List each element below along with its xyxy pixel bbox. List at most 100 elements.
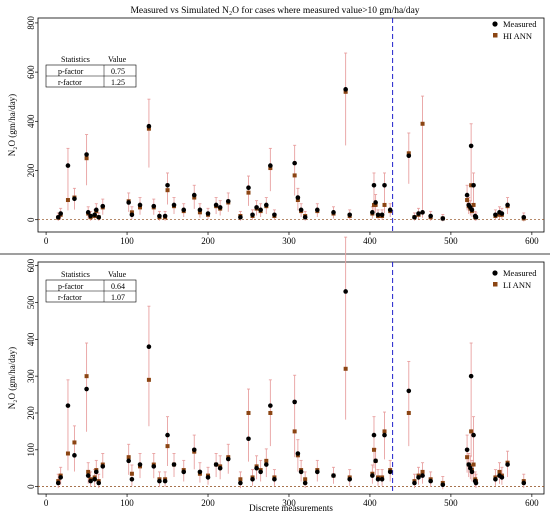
bottom-measured-point (84, 386, 89, 392)
top-simulated-point (373, 202, 378, 207)
bottom-measured-point (406, 388, 412, 394)
bottom-y-tick-label: 500 (26, 295, 36, 309)
bottom-simulated-point (471, 462, 476, 467)
top-measured-point (298, 207, 304, 213)
bottom-measured-point (72, 453, 77, 458)
bottom-measured-point (440, 482, 446, 488)
top-measured-point (370, 210, 375, 215)
top-measured-point (343, 87, 348, 92)
bottom-measured-point (471, 432, 476, 438)
bottom-simulated-point (343, 366, 348, 371)
bottom-measured-point (65, 403, 71, 408)
bottom-simulated-point (72, 440, 77, 445)
top-simulated-point (497, 212, 502, 217)
top-measured-point (499, 211, 505, 216)
bottom-x-tick-label: 100 (120, 498, 134, 508)
bottom-measured-point (246, 436, 251, 442)
top-measured-point (96, 214, 102, 220)
bottom-x-tick-label: 500 (444, 498, 458, 508)
bottom-measured-point (292, 399, 297, 405)
bottom-stats-pfactor-value: 0.64 (111, 282, 125, 291)
bottom-simulated-point (497, 469, 502, 474)
top-measured-point (217, 205, 223, 210)
top-simulated-point (138, 205, 143, 210)
bottom-measured-point (464, 447, 470, 453)
bottom-simulated-point (406, 410, 411, 415)
bottom-y-tick-label: 400 (26, 332, 36, 346)
bottom-measured-point (171, 462, 177, 467)
bottom-x-tick-label: 200 (201, 498, 215, 508)
bottom-plot-frame (37, 261, 545, 495)
bottom-simulated-point (303, 477, 308, 482)
bottom-y-tick-label: 200 (26, 406, 36, 420)
bottom-x-tick-label: 400 (363, 498, 377, 508)
top-simulated-point (420, 121, 425, 126)
bottom-stats-rfactor-value: 1.07 (111, 293, 125, 302)
top-measured-point (151, 203, 157, 209)
top-measured-point (371, 182, 377, 188)
bottom-measured-point (254, 465, 259, 471)
top-x-tick-label: 100 (120, 236, 134, 246)
bottom-legend-simulated-marker (493, 282, 498, 287)
bottom-measured-point (93, 469, 99, 475)
top-plot-area: 0 100 200 300 400 500 600 0 200 400 600 800 (26, 16, 544, 246)
top-simulated-point (246, 190, 251, 195)
bottom-simulated-point (268, 410, 273, 415)
bottom-plot-area: 0 100 200 300 400 500 600 0 100 200 300 400 500 600 (26, 236, 544, 508)
top-stats-header-statistics: Statistics (61, 55, 90, 64)
bottom-x-axis-label: Discrete measurements (249, 503, 333, 513)
top-x-tick-label: 600 (525, 236, 539, 246)
bottom-simulated-point (146, 377, 151, 382)
top-simulated-point (295, 198, 300, 203)
top-measured-point (387, 207, 393, 213)
bottom-measured-point (343, 289, 348, 294)
top-y-tick-label: 600 (26, 65, 36, 79)
bottom-measured-point (151, 464, 157, 469)
bottom-legend-measured-label: Measured (503, 268, 537, 278)
top-plot-frame (37, 17, 545, 233)
bottom-measured-point (258, 469, 263, 475)
top-x-tick-label: 0 (44, 236, 49, 246)
bottom-measured-point (85, 473, 91, 478)
bottom-measured-point (473, 480, 479, 486)
bottom-stats-pfactor-label: p-factor (58, 282, 84, 291)
top-measured-point (493, 212, 498, 218)
top-measured-point (126, 200, 131, 205)
bottom-simulated-point (129, 471, 134, 476)
bottom-measured-point (373, 458, 378, 464)
bottom-measured-point (181, 469, 187, 475)
top-simulated-point (129, 210, 134, 215)
bottom-simulated-point (238, 477, 243, 482)
top-measured-point (85, 210, 91, 215)
top-measured-point (246, 185, 251, 191)
bottom-simulated-point (465, 455, 470, 460)
top-measured-point (191, 192, 197, 198)
top-measured-point (157, 213, 162, 219)
bottom-simulated-point (84, 374, 89, 379)
bottom-y-tick-label: 600 (26, 258, 36, 272)
top-measured-point (302, 214, 308, 220)
top-y-tick-label: 0 (26, 217, 36, 222)
bottom-simulated-point (469, 429, 474, 434)
top-x-tick-label: 500 (444, 236, 458, 246)
bottom-measured-point (295, 451, 301, 456)
bottom-simulated-point (371, 447, 376, 452)
top-measured-point (84, 152, 89, 157)
bottom-y-tick-label: 300 (26, 369, 36, 383)
top-simulated-point (197, 210, 202, 215)
top-measured-point (347, 212, 352, 218)
bottom-measured-point (468, 373, 474, 379)
bottom-measured-point (146, 344, 152, 349)
top-simulated-point (165, 188, 170, 193)
top-y-tick-label: 400 (26, 114, 36, 128)
top-simulated-point (469, 183, 474, 188)
top-measured-point (146, 123, 152, 129)
bottom-measured-point (272, 476, 277, 482)
top-measured-point (58, 211, 63, 216)
top-measured-point (55, 214, 61, 220)
top-measured-point (375, 212, 381, 218)
bottom-measured-point (505, 462, 510, 467)
bottom-measured-point (250, 476, 255, 482)
top-measured-point (464, 192, 470, 198)
top-measured-point (268, 163, 273, 168)
